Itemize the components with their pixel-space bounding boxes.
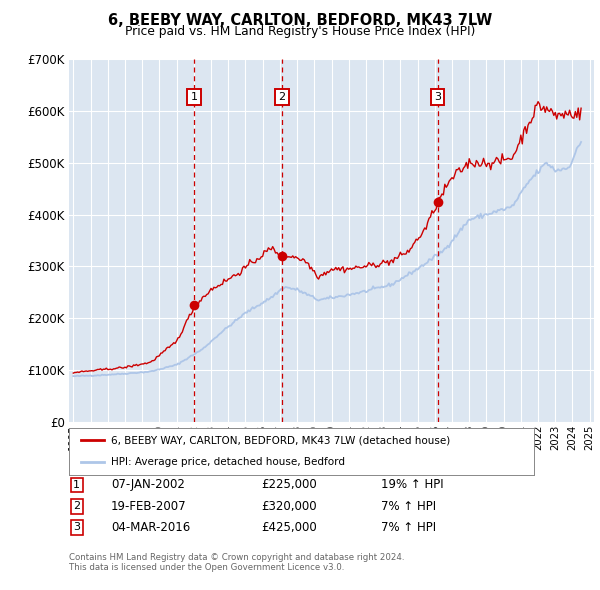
Text: 07-JAN-2002: 07-JAN-2002 — [111, 478, 185, 491]
Text: 6, BEEBY WAY, CARLTON, BEDFORD, MK43 7LW: 6, BEEBY WAY, CARLTON, BEDFORD, MK43 7LW — [108, 13, 492, 28]
Text: 7% ↑ HPI: 7% ↑ HPI — [381, 500, 436, 513]
Text: 1: 1 — [191, 92, 197, 102]
Text: 6, BEEBY WAY, CARLTON, BEDFORD, MK43 7LW (detached house): 6, BEEBY WAY, CARLTON, BEDFORD, MK43 7LW… — [111, 435, 450, 445]
Text: 2: 2 — [278, 92, 286, 102]
Text: 3: 3 — [73, 523, 80, 532]
Text: 19% ↑ HPI: 19% ↑ HPI — [381, 478, 443, 491]
Text: 3: 3 — [434, 92, 441, 102]
Text: Contains HM Land Registry data © Crown copyright and database right 2024.: Contains HM Land Registry data © Crown c… — [69, 553, 404, 562]
Text: 1: 1 — [73, 480, 80, 490]
Text: HPI: Average price, detached house, Bedford: HPI: Average price, detached house, Bedf… — [111, 457, 345, 467]
Text: 7% ↑ HPI: 7% ↑ HPI — [381, 521, 436, 534]
Text: £425,000: £425,000 — [261, 521, 317, 534]
Text: 19-FEB-2007: 19-FEB-2007 — [111, 500, 187, 513]
Text: This data is licensed under the Open Government Licence v3.0.: This data is licensed under the Open Gov… — [69, 563, 344, 572]
Text: 04-MAR-2016: 04-MAR-2016 — [111, 521, 190, 534]
Text: £225,000: £225,000 — [261, 478, 317, 491]
Text: £320,000: £320,000 — [261, 500, 317, 513]
Text: 2: 2 — [73, 502, 80, 511]
Text: Price paid vs. HM Land Registry's House Price Index (HPI): Price paid vs. HM Land Registry's House … — [125, 25, 475, 38]
